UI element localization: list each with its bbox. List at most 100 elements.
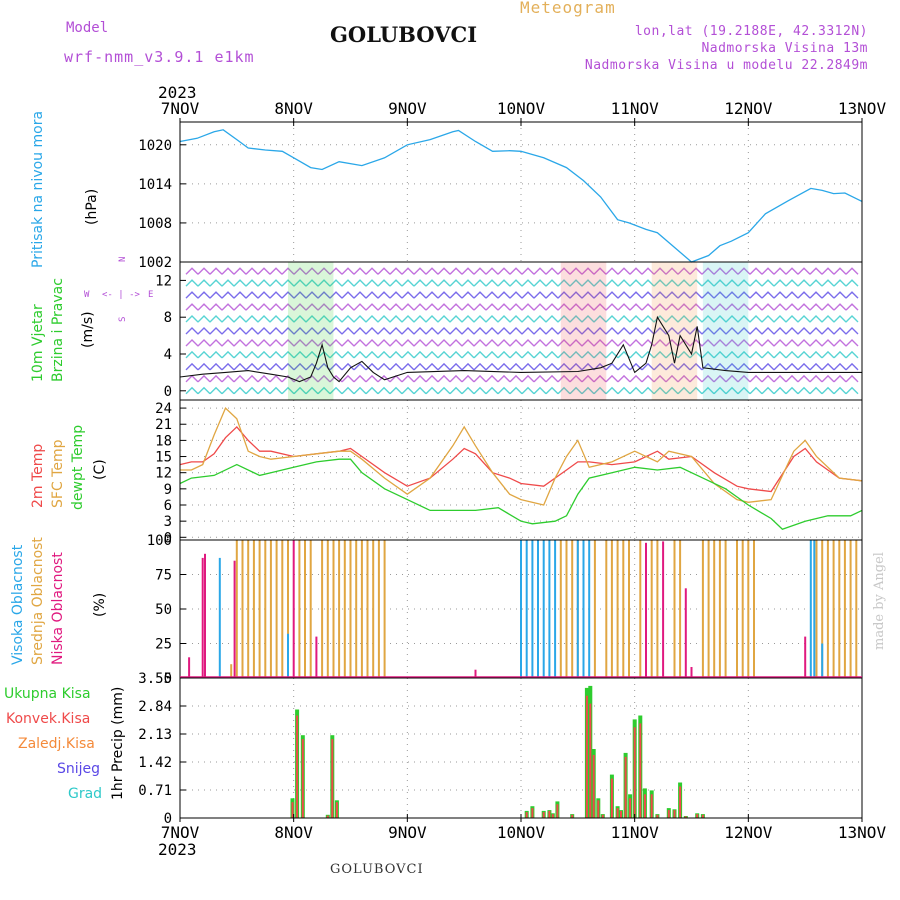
wind-barb-zone — [560, 262, 607, 400]
precip-bar — [335, 802, 338, 818]
cloud-bar — [684, 588, 687, 678]
bottom-day-label: 10NOV — [497, 823, 546, 842]
y-tick-label: 1020 — [138, 138, 172, 154]
y-tick-label: 2.84 — [138, 699, 172, 715]
y-tick-label: 1008 — [138, 216, 172, 232]
cloud-bar — [233, 560, 236, 678]
legend-convective-rain: Konvek.Kisa — [6, 711, 91, 727]
cloud-bar — [724, 540, 727, 678]
cloud-bar — [849, 540, 852, 678]
cloud-bar — [707, 540, 710, 678]
cloud-bar — [218, 557, 221, 678]
precip-bar — [616, 808, 619, 818]
cloud-bar — [321, 540, 324, 678]
wind-barb-row — [185, 362, 859, 371]
cloud-bar — [332, 540, 335, 678]
cloud-bar — [360, 540, 363, 678]
y-tick-label: 25 — [155, 637, 172, 653]
cloud-bar — [366, 540, 369, 678]
precip-bar — [331, 739, 334, 818]
y-tick-label: 0 — [164, 384, 172, 400]
top-day-label: 13NOV — [838, 99, 887, 118]
cloud-bar — [269, 540, 272, 678]
cloud-bar — [713, 540, 716, 678]
wind-barb-row — [185, 338, 859, 347]
bottom-day-label: 13NOV — [838, 823, 887, 842]
cloud-bar — [826, 540, 829, 678]
footer-title: GOLUBOVCI — [330, 862, 424, 877]
cloud-bar — [548, 540, 551, 678]
cloud-bar — [628, 540, 630, 678]
bottom-day-label: 8NOV — [274, 823, 313, 842]
y-tick-label: 12 — [155, 466, 172, 482]
cloud-bar — [247, 540, 250, 678]
cloud-bar — [565, 540, 568, 678]
y-tick-label: 1014 — [138, 177, 172, 193]
cloud-bar — [287, 633, 289, 678]
y-tick-label: 2.13 — [138, 727, 172, 743]
cloud-bar — [349, 540, 352, 678]
cloud-bar — [673, 540, 676, 678]
top-day-label: 8NOV — [274, 99, 313, 118]
cloud-bar — [537, 540, 539, 678]
y-tick-label: 3 — [164, 514, 172, 530]
precip-bar — [551, 814, 554, 818]
wind-barb-row — [185, 303, 859, 311]
precip-bar — [601, 814, 604, 818]
wind-barb-row — [185, 291, 859, 299]
y-tick-label: 0 — [164, 811, 172, 827]
precip-bar — [673, 810, 676, 818]
y-tick-label: 50 — [155, 602, 172, 618]
wind-compass: W E N S <- | -> — [84, 257, 164, 328]
cloud-bar — [639, 540, 642, 678]
cloud-bar — [809, 540, 812, 678]
model-label: Model — [66, 20, 109, 36]
y-tick-label: 18 — [155, 433, 172, 449]
precip-bar — [542, 812, 545, 818]
legend-freezing-rain: Zaledj.Kisa — [18, 736, 95, 752]
elevation-label: Nadmorska Visina 13m — [701, 41, 868, 56]
model-name: wrf-nmm_v3.9.1 e1km — [64, 48, 255, 66]
precip-bar — [679, 786, 682, 818]
cloud-bar — [843, 540, 846, 678]
compass-arrows: <- | -> — [102, 290, 140, 300]
cloud-bar — [241, 540, 244, 678]
bottom-day-label: 11NOV — [611, 823, 660, 842]
precip-bar — [650, 794, 653, 818]
cloud-bar — [258, 540, 261, 678]
y-tick-label: 1002 — [138, 255, 172, 271]
cloud-bar — [718, 540, 721, 678]
bottom-day-label: 7NOV — [161, 823, 200, 842]
legend-hail: Grad — [68, 786, 103, 802]
precip-bar — [291, 802, 294, 818]
cloud-bar — [275, 540, 278, 678]
legend-total-rain: Ukupna Kisa — [4, 686, 91, 702]
cloud-bar — [377, 540, 380, 678]
precip-bar — [296, 715, 299, 818]
precip-bar — [548, 810, 551, 818]
top-day-label: 11NOV — [611, 99, 660, 118]
cloud-bar — [571, 540, 574, 678]
cloud-bar — [736, 540, 738, 678]
cloud-bar — [326, 540, 329, 678]
cloud-bar — [474, 669, 477, 678]
precip-bar — [585, 695, 588, 818]
precip-bar — [589, 703, 592, 818]
y-tick-label: 9 — [164, 482, 172, 498]
cloud-bar — [821, 540, 824, 678]
precip-bar — [643, 794, 646, 818]
model-elevation-label: Nadmorska Visina u modelu 22.2849m — [584, 58, 868, 73]
precip-bar — [684, 816, 687, 818]
cloud-bar — [315, 636, 318, 678]
precip-bar — [701, 814, 704, 818]
cloud-bar — [588, 540, 591, 678]
y-tick-label: 100 — [147, 533, 172, 549]
cloud-bar — [188, 657, 191, 678]
precip-bar — [610, 778, 613, 818]
cloud-bar — [531, 540, 534, 678]
top-day-label: 12NOV — [724, 99, 773, 118]
cloud-bar — [204, 553, 206, 678]
top-year-label: 2023 — [158, 83, 197, 102]
cloud-bar — [821, 643, 824, 678]
y-tick-label: 6 — [164, 498, 172, 514]
